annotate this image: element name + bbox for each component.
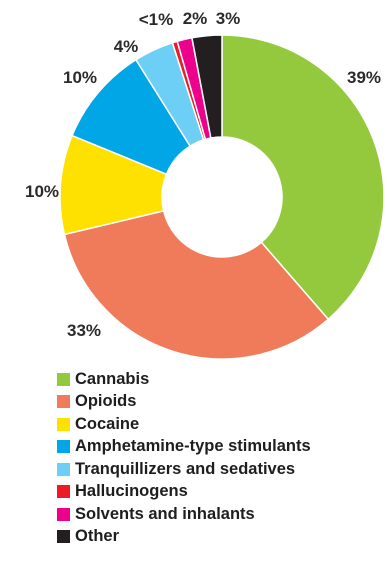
legend-label: Hallucinogens (75, 482, 188, 501)
slice-label-other: 3% (216, 9, 241, 28)
slice-labels: 39% 33% 10% 10% 4%<1% 2% 3% (25, 9, 381, 340)
legend-label: Opioids (75, 392, 137, 411)
legend-label: Cocaine (75, 414, 140, 433)
legend: Cannabis Opioids Cocaine Amphetamine-type s… (57, 368, 311, 548)
legend-label: Tranquillizers and sedatives (75, 459, 296, 478)
slice-opioids (63, 209, 330, 360)
legend-item-other: Other (57, 526, 311, 549)
legend-item-hallucinogens: Hallucinogens (57, 481, 311, 504)
slice-label-amphetamine-type-stimulants: 10% (63, 68, 97, 87)
legend-label: Amphetamine-type stimulants (75, 437, 311, 456)
legend-swatch (57, 440, 70, 454)
legend-swatch (57, 462, 70, 476)
slice-cannabis (221, 34, 385, 321)
slice-other (191, 34, 223, 139)
legend-item-amphetamine-type-stimulants: Amphetamine-type stimulants (57, 436, 311, 459)
slice-label-solvents-and-inhalants: 2% (183, 9, 208, 28)
legend-swatch (57, 372, 70, 386)
donut-chart: 39% 33% 10% 10% 4%<1% 2% 3% (25, 9, 385, 360)
legend-swatch (57, 417, 70, 431)
legend-item-opioids: Opioids (57, 391, 311, 414)
slice-label-tranquillizers-and-sedatives: 4% (114, 37, 139, 56)
legend-item-cocaine: Cocaine (57, 413, 311, 436)
legend-item-cannabis: Cannabis (57, 368, 311, 391)
legend-swatch (57, 485, 70, 499)
legend-swatch (57, 507, 70, 521)
slice-label-hallucinogens: <1% (139, 10, 174, 29)
legend-label: Cannabis (75, 369, 150, 388)
legend-item-solvents-and-inhalants: Solvents and inhalants (57, 503, 311, 526)
donut-slices (59, 34, 385, 360)
legend-swatch (57, 395, 70, 409)
legend-item-tranquillizers-and-sedatives: Tranquillizers and sedatives (57, 458, 311, 481)
legend-label: Solvents and inhalants (75, 504, 255, 523)
slice-label-cocaine: 10% (25, 182, 59, 201)
slice-label-cannabis: 39% (347, 68, 381, 87)
slice-label-opioids: 33% (67, 321, 101, 340)
legend-label: Other (75, 527, 120, 546)
legend-swatch (57, 530, 70, 544)
